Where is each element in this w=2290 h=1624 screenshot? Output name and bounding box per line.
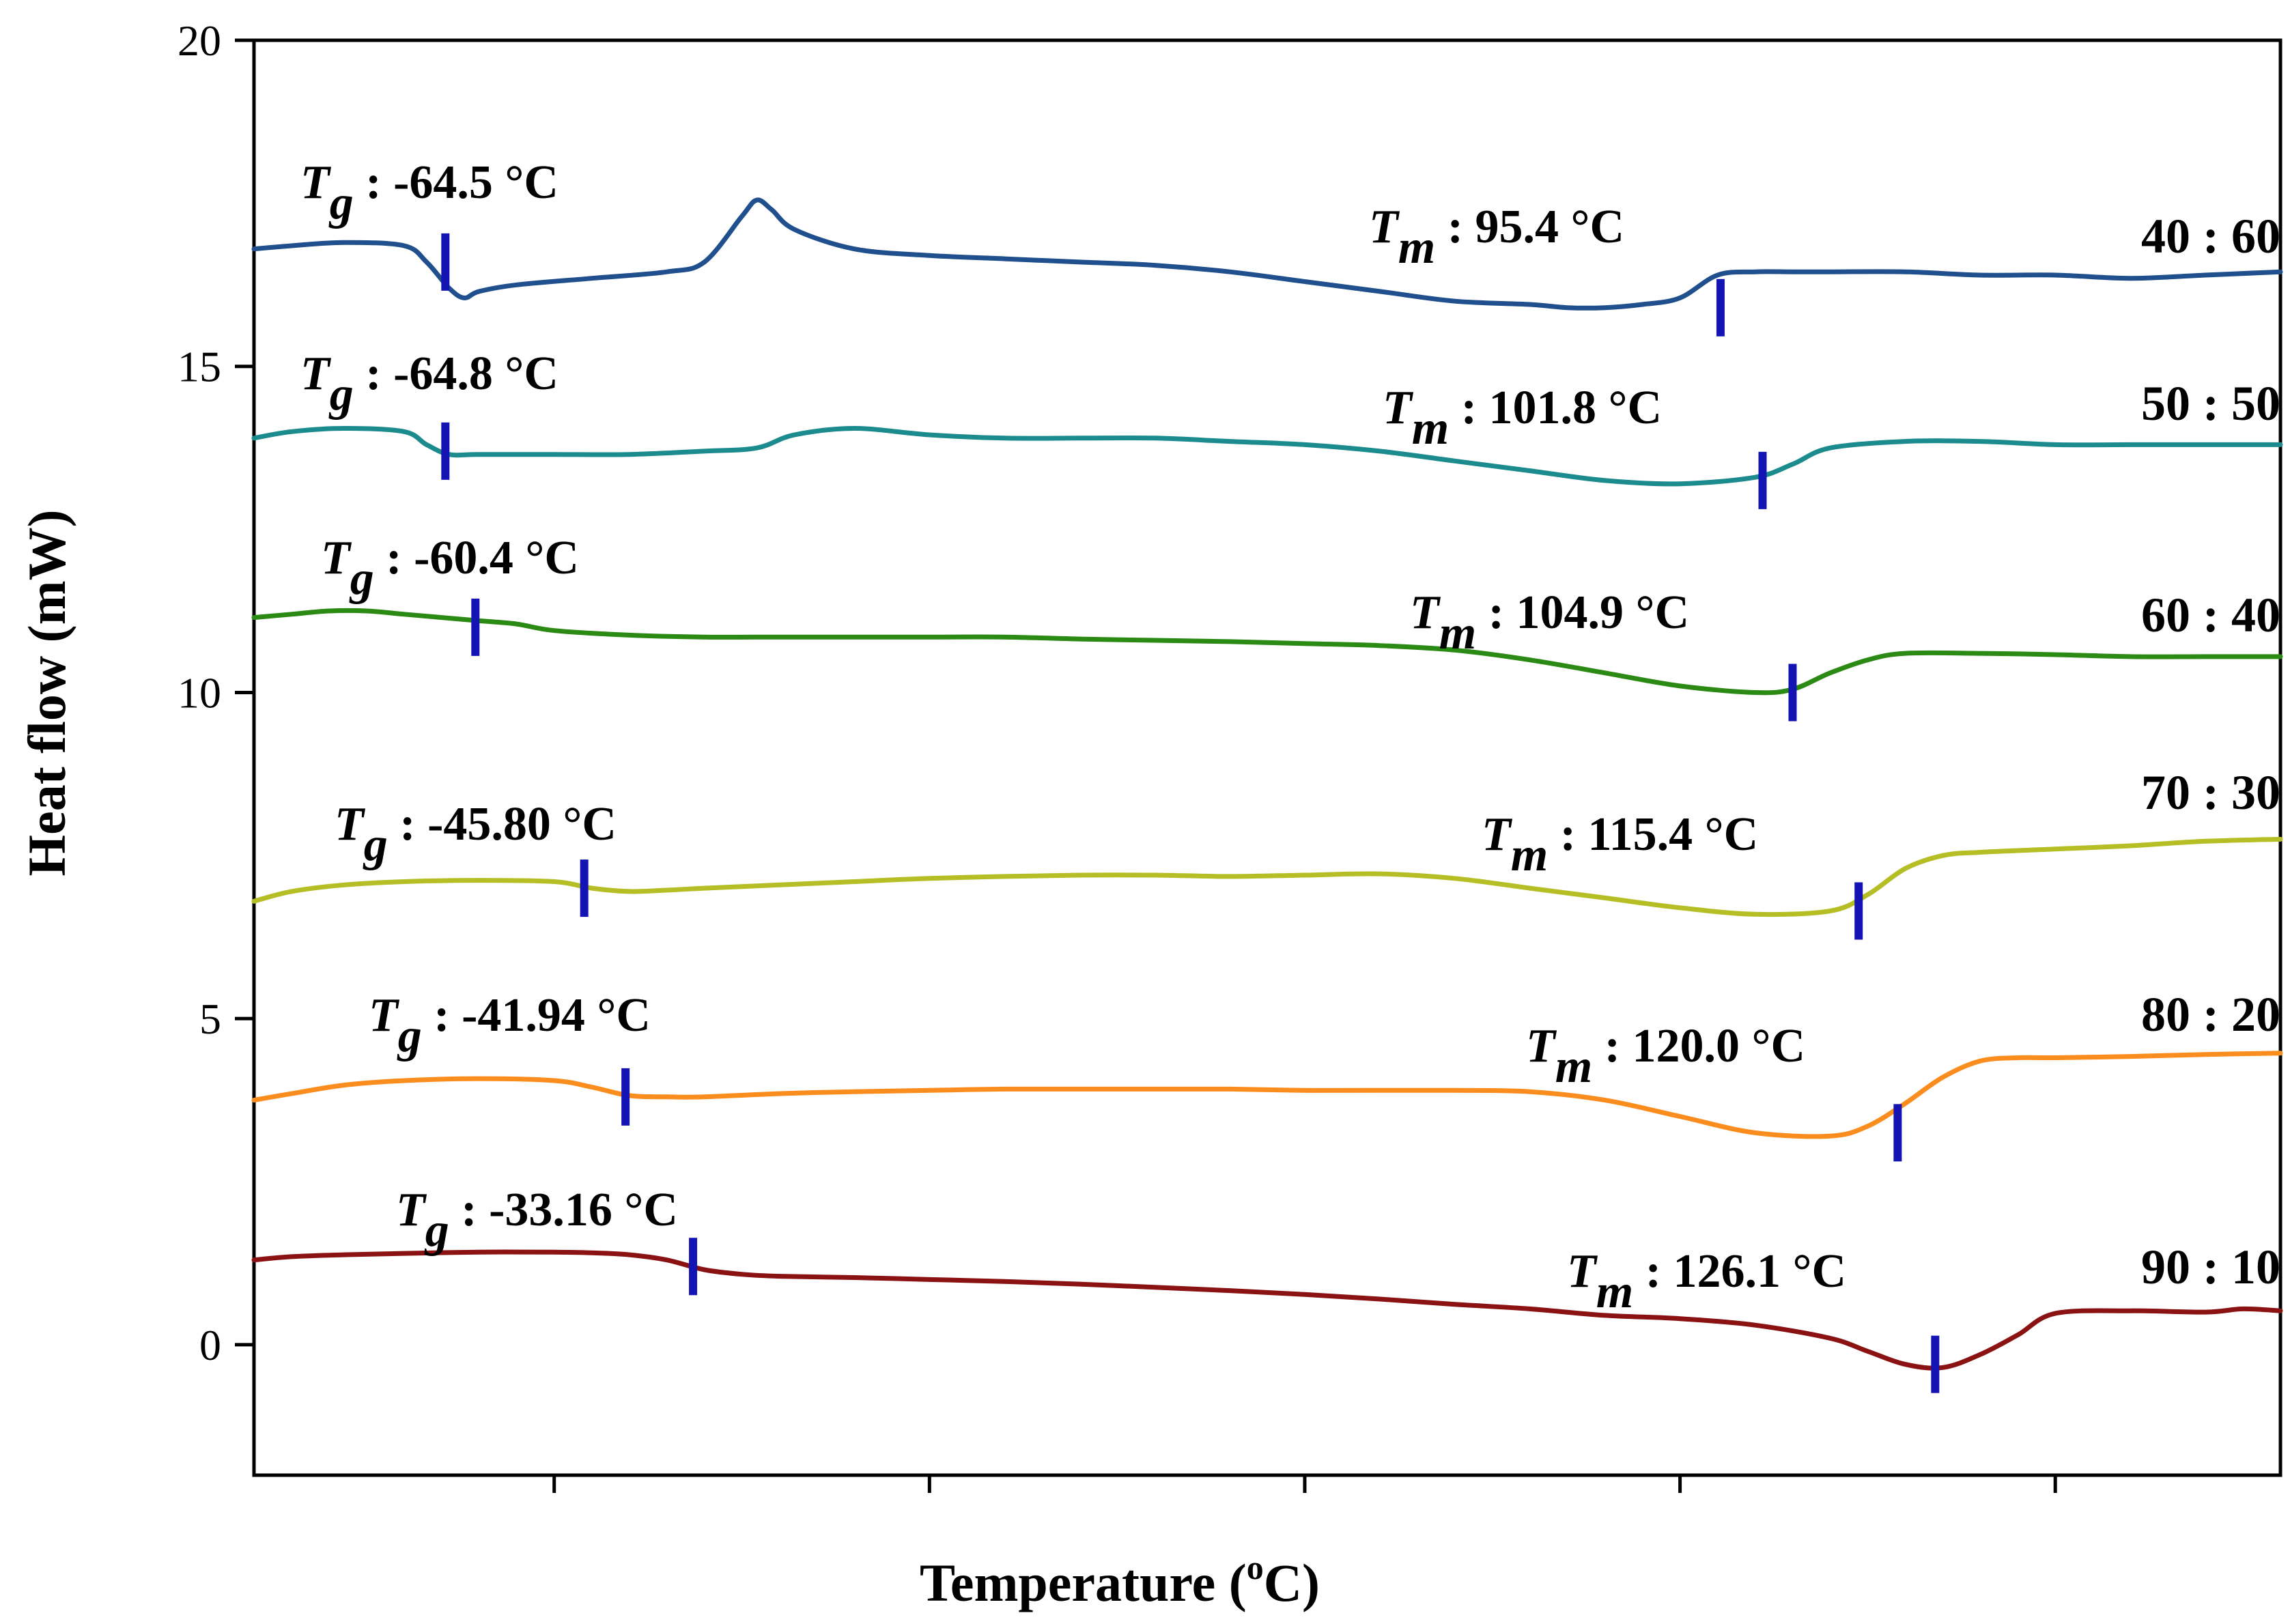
tm-label-5-value: : 120.0 °C: [1592, 1020, 1805, 1072]
tm-label-3-subscript: m: [1439, 607, 1476, 659]
tm-label-4: Tm : 115.4 °C: [1482, 808, 1758, 881]
x-axis-title-unit: C): [1264, 1553, 1320, 1612]
plot-frame: [252, 38, 2282, 1477]
tg-label-5-value: : -41.94 °C: [422, 989, 651, 1042]
x-axis-title-degree: o: [1247, 1548, 1264, 1586]
tg-label-4-symbol: T: [335, 798, 366, 851]
tm-label-3-symbol: T: [1410, 586, 1441, 639]
series-ratio-label-1: 40 : 60: [2141, 209, 2280, 263]
tm-label-1-symbol: T: [1369, 201, 1400, 253]
tm-label-3-value: : 104.9 °C: [1476, 586, 1689, 639]
tm-label-3: Tm : 104.9 °C: [1410, 586, 1689, 659]
tg-label-2-symbol: T: [300, 347, 332, 400]
tm-label-5: Tm : 120.0 °C: [1526, 1020, 1805, 1093]
tg-label-3-symbol: T: [321, 532, 352, 584]
tg-label-5-subscript: g: [397, 1010, 422, 1062]
tm-label-6: Tm : 126.1 °C: [1567, 1245, 1846, 1318]
x-axis-title-main: Temperature (: [920, 1553, 1247, 1612]
series-ratio-label-3: 60 : 40: [2141, 588, 2280, 642]
tm-label-2: Tm : 101.8 °C: [1383, 382, 1662, 455]
tg-label-1-symbol: T: [300, 156, 332, 209]
y-tick-label: 0: [199, 1321, 221, 1369]
tm-label-5-symbol: T: [1526, 1020, 1557, 1072]
tg-label-6-value: : -33.16 °C: [449, 1184, 678, 1236]
y-axis-title: Heat flow (mW): [17, 509, 76, 876]
tg-label-5: Tg : -41.94 °C: [369, 989, 651, 1062]
tm-label-5-subscript: m: [1555, 1040, 1592, 1093]
tm-label-6-subscript: m: [1596, 1266, 1633, 1318]
tm-label-4-subscript: m: [1511, 829, 1548, 881]
tm-label-2-subscript: m: [1412, 402, 1449, 455]
tg-label-3: Tg : -60.4 °C: [321, 532, 579, 605]
tg-label-1-value: : -64.5 °C: [354, 156, 559, 209]
tg-label-4-value: : -45.80 °C: [388, 798, 617, 851]
tg-label-2-value: : -64.8 °C: [354, 347, 559, 400]
y-tick-label: 15: [178, 343, 221, 391]
series-line-60-40: [251, 608, 2283, 696]
y-tick-label: 10: [178, 668, 221, 717]
tg-label-6-subscript: g: [424, 1204, 449, 1257]
tg-label-6-symbol: T: [396, 1184, 427, 1236]
series-ratio-label-6: 90 : 10: [2141, 1240, 2280, 1294]
tg-label-1-subscript: g: [328, 177, 354, 229]
series-line-40-60: [251, 197, 2283, 311]
tg-label-4: Tg : -45.80 °C: [335, 798, 617, 871]
tm-label-4-symbol: T: [1482, 808, 1513, 861]
tg-label-5-symbol: T: [369, 989, 400, 1042]
tm-label-4-value: : 115.4 °C: [1548, 808, 1758, 861]
tg-label-6: Tg : -33.16 °C: [396, 1184, 678, 1257]
tg-label-3-value: : -60.4 °C: [374, 532, 579, 584]
series-line-70-30: [251, 836, 2283, 917]
y-tick-label: 5: [199, 995, 221, 1043]
tm-label-2-symbol: T: [1383, 382, 1414, 434]
series-ratio-label-5: 80 : 20: [2141, 987, 2280, 1042]
series-ratio-label-2: 50 : 50: [2141, 376, 2280, 431]
y-tick-label: 20: [178, 16, 221, 65]
tm-label-2-value: : 101.8 °C: [1449, 382, 1662, 434]
tm-label-6-symbol: T: [1567, 1245, 1598, 1298]
tg-label-4-subscript: g: [363, 818, 388, 871]
tm-label-1: Tm : 95.4 °C: [1369, 201, 1624, 274]
series-line-80-20: [251, 1051, 2283, 1139]
tg-label-3-subscript: g: [349, 552, 374, 605]
tg-label-2: Tg : -64.8 °C: [300, 347, 559, 421]
tm-label-1-subscript: m: [1398, 221, 1435, 274]
series-line-90-10: [251, 1249, 2283, 1371]
x-axis-title: Temperature (oC): [920, 1548, 1320, 1612]
tm-label-6-value: : 126.1 °C: [1633, 1245, 1846, 1298]
series-line-50-50: [251, 426, 2283, 487]
tm-label-1-value: : 95.4 °C: [1435, 201, 1624, 253]
tg-label-1: Tg : -64.5 °C: [300, 156, 559, 229]
tg-label-2-subscript: g: [328, 368, 354, 421]
series-ratio-label-4: 70 : 30: [2141, 765, 2280, 820]
